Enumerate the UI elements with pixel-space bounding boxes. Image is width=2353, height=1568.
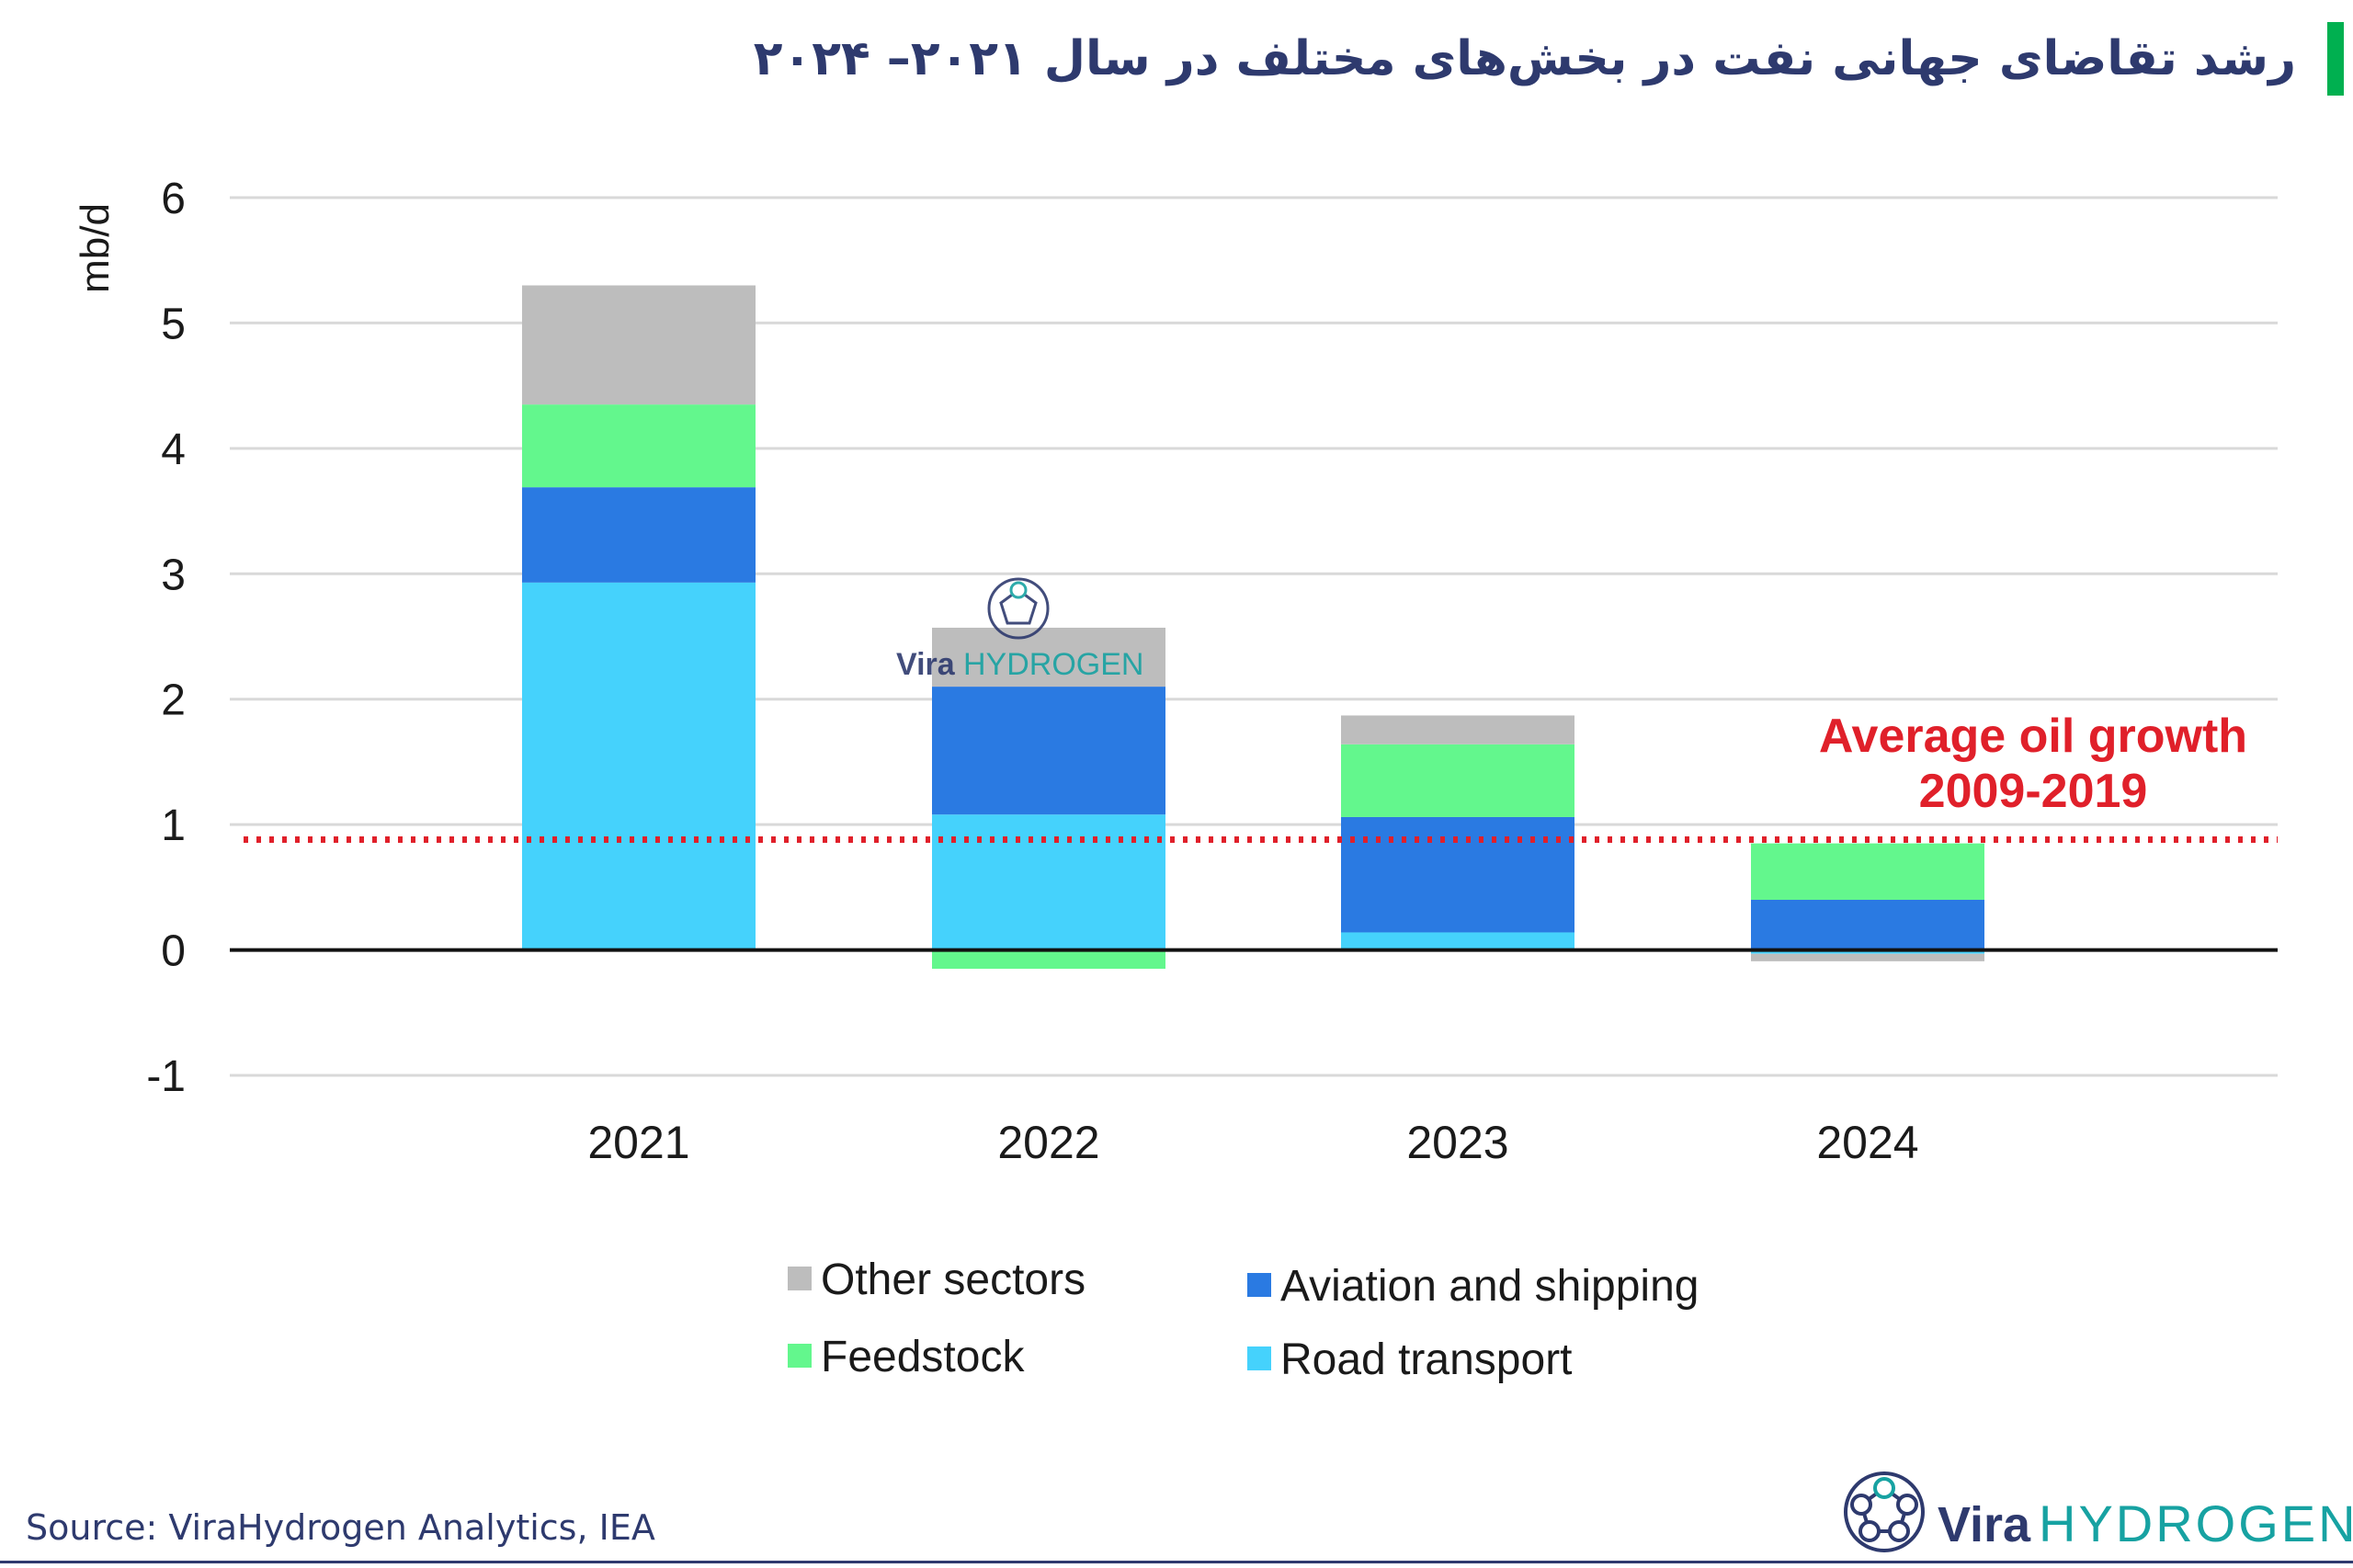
legend-swatch bbox=[788, 1344, 812, 1368]
bar-segment-other-sectors-2024 bbox=[1751, 953, 1984, 961]
watermark-hydrogen: HYDROGEN bbox=[963, 647, 1143, 682]
x-tick-label: 2024 bbox=[1816, 1117, 1918, 1168]
bar-segment-feedstock-2021 bbox=[522, 404, 756, 488]
bar-segment-other-sectors-2021 bbox=[522, 285, 756, 405]
y-tick-label: 2 bbox=[161, 676, 186, 725]
page-title: رشد تقاضای جهانی نفت در بخش‌های مختلف در… bbox=[753, 31, 2296, 86]
y-tick-label: 4 bbox=[161, 426, 186, 474]
bar-segment-feedstock-2023 bbox=[1341, 744, 1574, 817]
vira-hydrogen-logo: Vira HYDROGEN bbox=[1844, 1471, 2353, 1552]
y-tick-label: -1 bbox=[146, 1052, 186, 1101]
logo-pentagon-icon bbox=[1844, 1471, 1925, 1552]
y-tick-label: 3 bbox=[161, 551, 186, 599]
watermark-pentagon-icon bbox=[987, 577, 1050, 640]
y-tick-label: 1 bbox=[161, 801, 186, 850]
bottom-rule bbox=[0, 1561, 2353, 1563]
legend-label: Aviation and shipping bbox=[1280, 1262, 1699, 1311]
y-tick-label: 0 bbox=[161, 927, 186, 976]
bar-segment-aviation-and-shipping-2021 bbox=[522, 487, 756, 583]
bars bbox=[522, 285, 1984, 970]
bar-segment-road-transport-2022 bbox=[932, 814, 1165, 950]
legend-swatch bbox=[1247, 1346, 1271, 1370]
bar-segment-aviation-and-shipping-2023 bbox=[1341, 816, 1574, 933]
legend-label: Road transport bbox=[1280, 1335, 1573, 1384]
source-note: Source: ViraHydrogen Analytics, IEA bbox=[26, 1507, 655, 1548]
title-accent-bar bbox=[2327, 22, 2344, 96]
bar-segment-road-transport-2024 bbox=[1751, 949, 1984, 954]
x-tick-label: 2022 bbox=[997, 1117, 1099, 1168]
average-growth-label: Average oil growth bbox=[1819, 710, 2247, 763]
bar-segment-feedstock-2022 bbox=[932, 949, 1165, 970]
x-tick-label: 2023 bbox=[1406, 1117, 1508, 1168]
legend-label: Other sectors bbox=[821, 1256, 1086, 1304]
legend-label: Feedstock bbox=[821, 1333, 1025, 1381]
bar-segment-other-sectors-2023 bbox=[1341, 715, 1574, 744]
x-axis-ticks: 2021 2022 2023 2024 bbox=[587, 1117, 1918, 1168]
average-growth-period-label: 2009-2019 bbox=[1919, 765, 2148, 818]
watermark: Vira HYDROGEN bbox=[896, 577, 1143, 682]
bar-segment-aviation-and-shipping-2024 bbox=[1751, 900, 1984, 950]
x-tick-label: 2021 bbox=[587, 1117, 689, 1168]
legend-swatch bbox=[788, 1267, 812, 1290]
y-axis-ticks: -1 0 1 2 3 4 5 6 bbox=[146, 175, 186, 1101]
legend: Other sectors Aviation and shipping Feedst… bbox=[788, 1256, 1699, 1384]
stacked-bar-chart: -1 0 1 2 3 4 5 6 mb/d Average oil growth 2009-2… bbox=[73, 175, 2278, 1384]
watermark-vira: Vira bbox=[896, 647, 956, 682]
y-tick-label: 5 bbox=[161, 300, 186, 348]
bar-segment-feedstock-2024 bbox=[1751, 843, 1984, 900]
bar-segment-road-transport-2023 bbox=[1341, 932, 1574, 950]
title-bar: رشد تقاضای جهانی نفت در بخش‌های مختلف در… bbox=[0, 15, 2353, 96]
legend-swatch bbox=[1247, 1273, 1271, 1297]
logo-hydrogen-text: HYDROGEN bbox=[2039, 1494, 2353, 1552]
y-tick-label: 6 bbox=[161, 175, 186, 223]
logo-vira-text: Vira bbox=[1938, 1497, 2031, 1552]
bar-segment-aviation-and-shipping-2022 bbox=[932, 687, 1165, 815]
y-axis-label: mb/d bbox=[73, 203, 118, 293]
bar-segment-road-transport-2021 bbox=[522, 582, 756, 950]
bar-segment-other-sectors-2022 bbox=[932, 627, 1165, 687]
